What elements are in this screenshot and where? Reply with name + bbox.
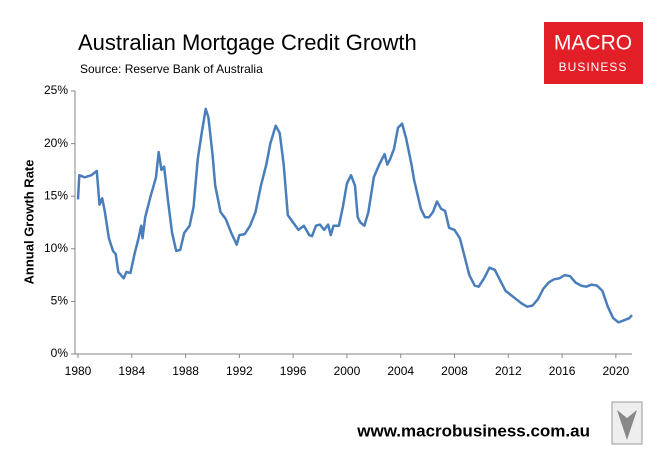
logo-text: MACRO xyxy=(554,32,632,55)
x-tick-label: 1996 xyxy=(280,364,307,378)
x-tick-label: 1988 xyxy=(172,364,199,378)
chart-title: Australian Mortgage Credit Growth xyxy=(78,30,417,55)
x-tick-label: 2000 xyxy=(334,364,361,378)
logo-icon xyxy=(617,410,637,440)
y-tick-label: 5% xyxy=(51,294,69,308)
x-tick-label: 2008 xyxy=(441,364,468,378)
x-tick-label: 2016 xyxy=(549,364,576,378)
logo-text: BUSINESS xyxy=(559,60,628,74)
y-tick-label: 15% xyxy=(44,188,68,202)
y-tick-label: 20% xyxy=(44,136,68,150)
x-tick-label: 2004 xyxy=(387,364,414,378)
line xyxy=(76,107,633,324)
x-tick-label: 1992 xyxy=(226,364,253,378)
y-tick-label: 10% xyxy=(44,241,68,255)
logo xyxy=(544,22,643,84)
x-tick-label: 2012 xyxy=(495,364,522,378)
footer: www.macrobusiness.com.au xyxy=(356,421,590,440)
chart-subtitle: Source: Reserve Bank of Australia xyxy=(80,62,263,76)
x-tick-label: 1984 xyxy=(118,364,145,378)
y-axis-label: Annual Growth Rate xyxy=(21,160,36,285)
y-tick-label: 25% xyxy=(44,83,68,97)
x-tick-label: 2020 xyxy=(603,364,630,378)
y-tick-label: 0% xyxy=(51,346,69,360)
x-tick-label: 1980 xyxy=(65,364,92,378)
